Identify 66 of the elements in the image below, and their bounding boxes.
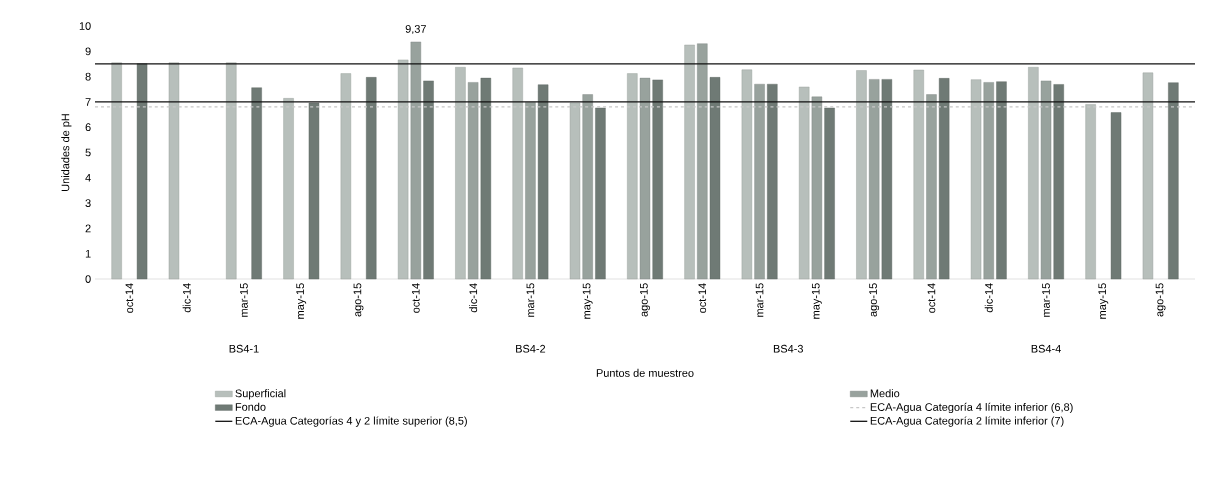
text: BS4-2 bbox=[516, 344, 546, 353]
bar bbox=[168, 62, 180, 280]
y-tick-label: 3 bbox=[85, 199, 91, 207]
x-tick-label: may-15 bbox=[1098, 283, 1109, 319]
bar bbox=[1110, 112, 1122, 280]
bar bbox=[767, 83, 778, 280]
y-tick-label: 4 bbox=[85, 174, 91, 182]
bar bbox=[938, 78, 950, 280]
legend-label: Medio bbox=[870, 389, 900, 398]
x-tick-label: oct-14 bbox=[125, 283, 134, 313]
legend-label: ECA-Agua Categoría 4 límite inferior (6,8) bbox=[870, 402, 1073, 414]
x-tick-label: ago-15 bbox=[869, 283, 880, 317]
text: BS4-4 bbox=[1031, 344, 1061, 353]
bar bbox=[283, 98, 294, 280]
x-tick-label: mar-15 bbox=[755, 283, 764, 317]
x-tick-label: oct-14 bbox=[698, 283, 707, 313]
x-tick-label: may-15 bbox=[582, 283, 593, 319]
x-tick-label: ago-15 bbox=[640, 283, 650, 317]
bar bbox=[1085, 104, 1096, 280]
y-tick-label: 5 bbox=[85, 148, 91, 157]
bar bbox=[136, 63, 148, 280]
legend-label: ECA-Agua Categoría 2 límite inferior (7) bbox=[870, 416, 1064, 427]
y-tick-label: 1 bbox=[85, 249, 91, 258]
bar bbox=[308, 102, 320, 280]
x-tick-label: dic-14 bbox=[469, 283, 478, 313]
x-tick-label: mar-15 bbox=[1042, 283, 1050, 317]
y-tick-label: 8 bbox=[85, 72, 91, 81]
legend-label: Fondo bbox=[235, 402, 266, 411]
bar bbox=[340, 73, 352, 280]
y-tick-label: 6 bbox=[85, 123, 91, 132]
y-tick-label: 7 bbox=[85, 98, 91, 106]
bar bbox=[856, 70, 867, 280]
bar bbox=[913, 69, 924, 280]
y-tick-label: 0 bbox=[85, 275, 91, 283]
data-label: 9,37 bbox=[405, 25, 426, 35]
bar bbox=[595, 107, 606, 280]
x-tick-label: may-15 bbox=[811, 283, 822, 319]
x-tick-label: dic-14 bbox=[984, 283, 993, 313]
x-tick-label: mar-15 bbox=[526, 283, 535, 317]
y-tick-label: 10 bbox=[79, 22, 91, 30]
bar bbox=[366, 77, 377, 280]
legend-label: Superficial bbox=[235, 389, 286, 400]
text: BS4-3 bbox=[773, 344, 803, 353]
y-tick-label: 2 bbox=[85, 224, 91, 233]
y-axis-title: Unidades de pH bbox=[61, 114, 72, 191]
x-tick-label: oct-14 bbox=[927, 283, 936, 313]
bar bbox=[1142, 72, 1154, 280]
bar bbox=[684, 44, 695, 280]
x-tick-label: mar-15 bbox=[240, 283, 248, 317]
y-tick-label: 9 bbox=[85, 47, 91, 56]
bar bbox=[251, 87, 262, 280]
bar bbox=[226, 62, 237, 280]
bar bbox=[926, 94, 937, 280]
bar bbox=[423, 80, 434, 280]
x-tick-label: ago-15 bbox=[1155, 283, 1166, 317]
x-tick-label: may-15 bbox=[296, 283, 307, 319]
x-axis-title: Puntos de muestreo bbox=[596, 368, 694, 377]
legend-label: ECA-Agua Categorías 4 y 2 límite superior (8,5) bbox=[235, 416, 467, 427]
x-tick-label: dic-14 bbox=[182, 283, 191, 313]
x-tick-label: oct-14 bbox=[412, 283, 420, 313]
bar bbox=[1168, 82, 1179, 280]
text: BS4-1 bbox=[229, 344, 259, 353]
x-tick-label: ago-15 bbox=[353, 283, 364, 317]
bar bbox=[512, 67, 523, 280]
bar bbox=[111, 62, 122, 280]
bar bbox=[996, 81, 1007, 280]
